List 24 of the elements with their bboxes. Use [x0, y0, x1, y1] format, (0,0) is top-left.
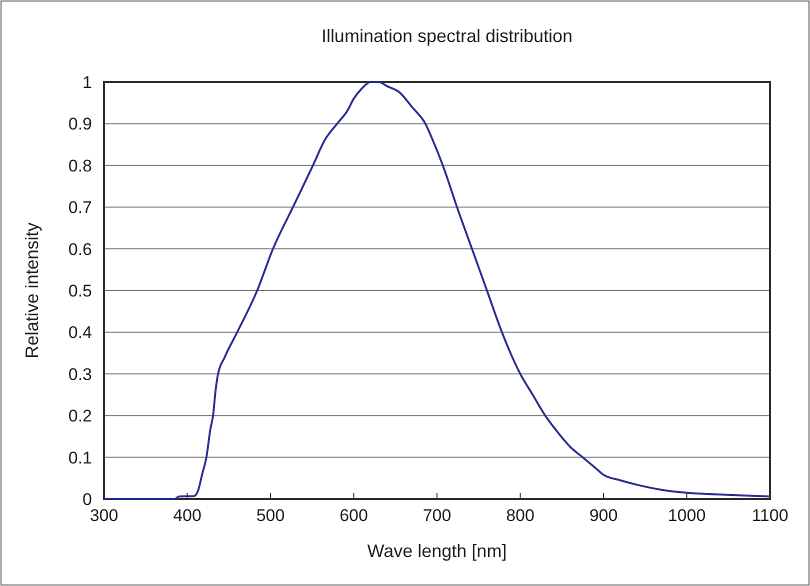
y-tick-label: 0.9 — [68, 114, 92, 134]
y-tick-label: 0 — [82, 490, 92, 509]
y-tick-label: 0.3 — [68, 364, 92, 384]
y-tick-label: 0.4 — [68, 323, 92, 342]
y-tick-label: 1 — [82, 73, 92, 92]
x-tick-label: 400 — [173, 506, 202, 525]
x-tick-label: 300 — [90, 506, 118, 525]
y-tick-label: 0.5 — [68, 282, 92, 300]
x-tick-label: 1100 — [752, 506, 788, 525]
x-axis-title: Wave length [nm] — [367, 541, 507, 561]
line-series — [103, 81, 771, 500]
y-tick-label: 0.2 — [68, 406, 92, 426]
y-tick-label: 0.1 — [68, 448, 92, 468]
y-tick-label: 0.8 — [68, 156, 92, 176]
x-tick-label: 1000 — [668, 506, 706, 525]
x-tick-label: 500 — [256, 506, 285, 525]
x-tick-label: 900 — [589, 506, 618, 525]
x-tick-label: 800 — [506, 506, 534, 525]
y-axis-title: Relative intensity — [22, 222, 42, 359]
y-tick-label: 0.6 — [68, 240, 92, 259]
y-tick-label: 0.7 — [68, 198, 92, 218]
x-tick-label: 700 — [422, 506, 452, 525]
chart-title: Illumination spectral distribution — [321, 26, 573, 46]
x-tick-label: 600 — [340, 506, 368, 525]
